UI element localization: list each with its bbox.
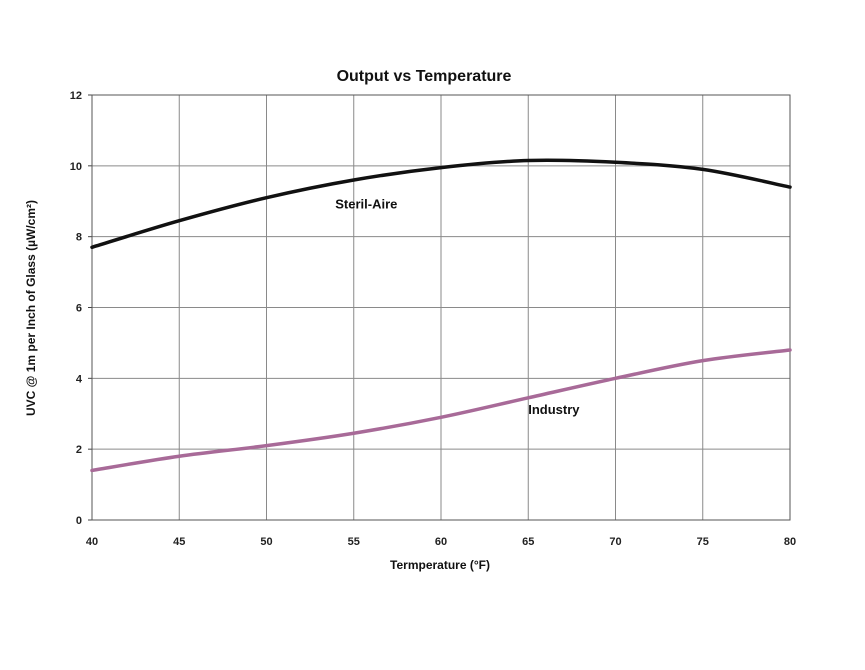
x-tick-label: 70 bbox=[609, 536, 621, 548]
y-axis-label: UVC @ 1m per Inch of Glass (µW/cm²) bbox=[24, 200, 38, 416]
x-tick-label: 60 bbox=[435, 536, 447, 548]
x-tick-label: 55 bbox=[348, 536, 360, 548]
tick-labels: 40 45 50 55 60 65 70 75 80 0 2 4 6 8 10 12 bbox=[70, 90, 796, 548]
series-line-steril-aire bbox=[90, 158, 792, 250]
x-tick-label: 80 bbox=[784, 536, 796, 548]
x-tick-label: 65 bbox=[522, 536, 534, 548]
y-tick-label: 12 bbox=[70, 90, 82, 102]
y-tick-label: 6 bbox=[76, 303, 82, 315]
y-tick-label: 0 bbox=[76, 515, 82, 527]
series-label-steril-aire: Steril-Aire bbox=[335, 196, 397, 211]
grid bbox=[88, 94, 791, 521]
series-line-industry bbox=[90, 348, 792, 473]
x-tick-label: 50 bbox=[260, 536, 272, 548]
y-tick-label: 8 bbox=[76, 232, 82, 244]
series-labels: Steril-Aire Industry bbox=[335, 196, 580, 416]
x-axis-label: Termperature (°F) bbox=[390, 558, 490, 572]
x-tick-label: 75 bbox=[697, 536, 709, 548]
y-tick-label: 10 bbox=[70, 161, 82, 173]
series-lines bbox=[90, 158, 792, 473]
y-tick-label: 4 bbox=[76, 373, 83, 385]
plot-border bbox=[91, 94, 791, 521]
y-tick-label: 2 bbox=[76, 444, 82, 456]
chart-title: Output vs Temperature bbox=[337, 68, 512, 85]
x-tick-label: 45 bbox=[173, 536, 185, 548]
x-tick-label: 40 bbox=[86, 536, 98, 548]
series-label-industry: Industry bbox=[528, 402, 580, 417]
